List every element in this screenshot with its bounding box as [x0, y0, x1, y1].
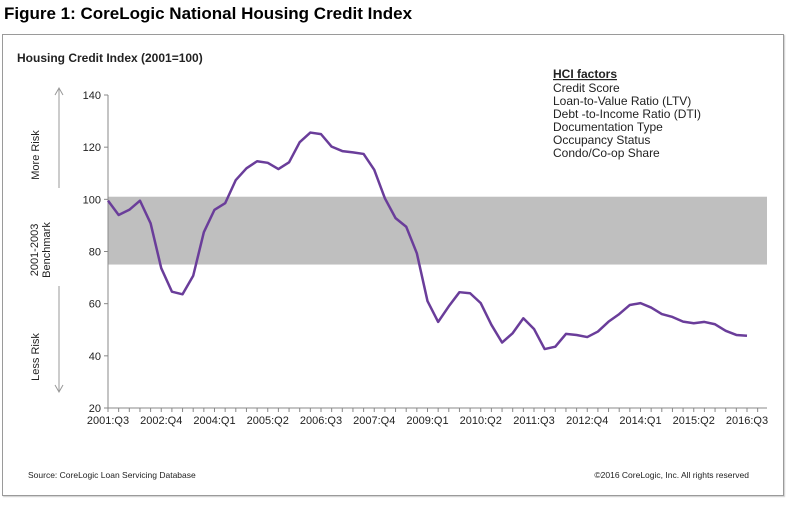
- factor-item: Loan-to-Value Ratio (LTV): [553, 94, 691, 108]
- x-tick-label: 2009:Q1: [406, 415, 448, 427]
- factor-item: Credit Score: [553, 81, 620, 95]
- x-tick-label: 2010:Q2: [460, 415, 502, 427]
- factor-item: Documentation Type: [553, 120, 663, 134]
- benchmark-label-line1: 2001-2003: [29, 224, 41, 277]
- x-tick-label: 2001:Q3: [87, 415, 129, 427]
- x-tick-label: 2011:Q3: [513, 415, 554, 427]
- factor-item: Debt -to-Income Ratio (DTI): [553, 107, 701, 121]
- hci-factors-box: HCI factors Credit Score Loan-to-Value R…: [553, 67, 701, 160]
- x-tick-label: 2006:Q3: [300, 415, 342, 427]
- up-arrowhead-icon: [54, 86, 64, 96]
- y-tick-label: 60: [89, 299, 101, 311]
- y-tick-label: 120: [83, 142, 101, 154]
- x-tick-label: 2016:Q3: [726, 415, 768, 427]
- x-tick-label: 2007:Q4: [353, 415, 395, 427]
- copyright-note: ©2016 CoreLogic, Inc. All rights reserve…: [594, 470, 749, 480]
- chart-title: Housing Credit Index (2001=100): [17, 51, 203, 65]
- x-tick-label: 2012:Q4: [566, 415, 608, 427]
- y-tick-label: 40: [89, 351, 101, 363]
- x-tick-label: 2005:Q2: [247, 415, 289, 427]
- source-note: Source: CoreLogic Loan Servicing Databas…: [28, 470, 196, 480]
- y-tick-label: 140: [83, 90, 101, 102]
- factor-item: Occupancy Status: [553, 133, 650, 147]
- x-tick-label: 2014:Q1: [619, 415, 661, 427]
- factor-item: Condo/Co-op Share: [553, 146, 660, 160]
- x-tick-label: 2002:Q4: [140, 415, 182, 427]
- y-tick-label: 100: [83, 194, 101, 206]
- benchmark-band: [108, 196, 767, 265]
- factors-heading: HCI factors: [553, 67, 617, 81]
- x-tick-label: 2004:Q1: [193, 415, 235, 427]
- y-tick-label: 80: [89, 247, 101, 259]
- y-tick-label: 20: [89, 403, 101, 415]
- figure-title: Figure 1: CoreLogic National Housing Cre…: [4, 4, 413, 23]
- benchmark-label-line2: Benchmark: [41, 222, 53, 278]
- less-risk-label: Less Risk: [30, 333, 42, 381]
- down-arrowhead-icon: [54, 384, 64, 394]
- more-risk-label: More Risk: [30, 130, 42, 180]
- chart-frame: [2, 34, 784, 496]
- x-tick-label: 2015:Q2: [673, 415, 715, 427]
